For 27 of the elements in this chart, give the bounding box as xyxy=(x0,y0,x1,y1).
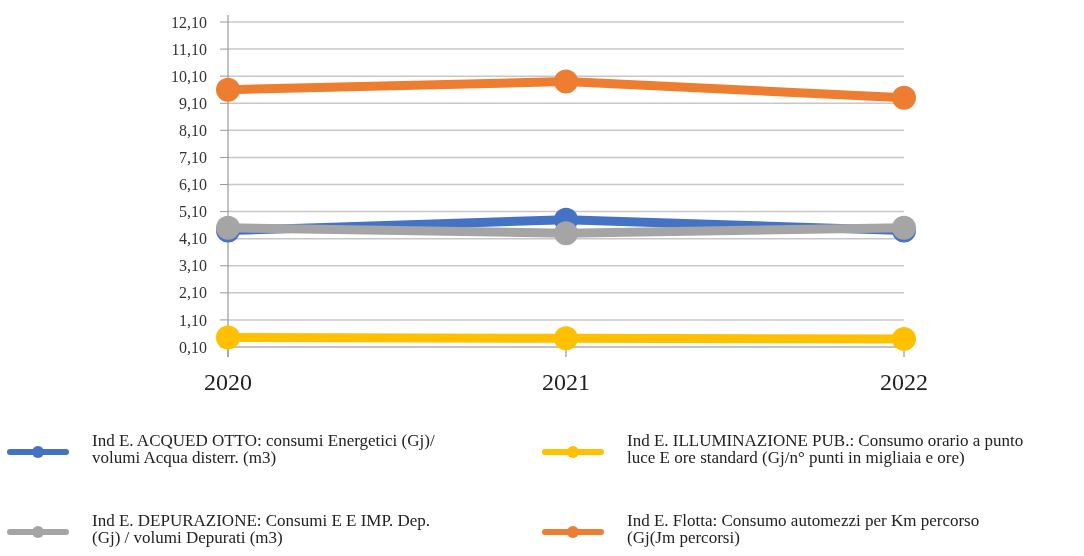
x-tick-label: 2021 xyxy=(542,369,590,395)
y-tick-label: 10,10 xyxy=(171,67,207,85)
y-tick-label: 6,10 xyxy=(179,176,207,194)
y-tick-label: 7,10 xyxy=(179,149,207,167)
x-tick-label: 2020 xyxy=(204,369,252,395)
y-tick-label: 11,10 xyxy=(171,40,207,58)
point xyxy=(554,69,578,94)
legend-label: Ind E. ILLUMINAZIONE PUB.: Consumo orario a punto luce E ore standard (Gj/n° punti in migliaia e ore) xyxy=(627,431,1024,467)
y-tick-label: 1,10 xyxy=(179,311,207,329)
point xyxy=(892,326,916,351)
legend-label: Ind E. ACQUED OTTO: consumi Energetici (Gj)/ volumi Acqua disterr. (m3) xyxy=(92,431,435,467)
legend-label: Ind E. DEPURAZIONE: Consumi E E IMP. Dep. (Gj) / volumi Depurati (m3) xyxy=(92,511,431,547)
y-tick-label: 9,10 xyxy=(179,94,207,112)
y-tick-label: 12,10 xyxy=(171,13,207,31)
point xyxy=(892,85,916,110)
y-tick-label: 5,10 xyxy=(179,203,207,221)
y-tick-label: 2,10 xyxy=(179,284,207,302)
y-tick-label: 0,10 xyxy=(179,338,207,356)
x-tick-label: 2022 xyxy=(880,369,928,395)
y-tick-label: 8,10 xyxy=(179,121,207,139)
point xyxy=(554,326,578,351)
legend-label: Ind E. Flotta: Consumo automezzi per Km percorso (Gj(Jm percorsi) xyxy=(627,511,980,547)
point xyxy=(216,325,240,350)
point xyxy=(216,77,240,102)
point xyxy=(554,221,578,246)
y-tick-label: 3,10 xyxy=(179,257,207,275)
y-tick-label: 4,10 xyxy=(179,230,207,248)
